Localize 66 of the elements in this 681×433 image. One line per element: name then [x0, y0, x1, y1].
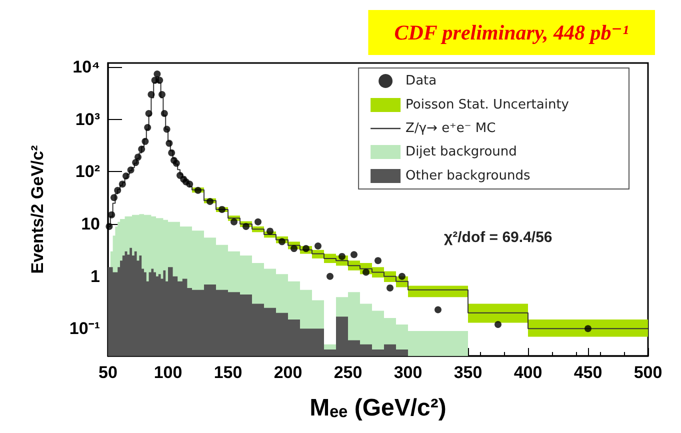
point — [166, 140, 173, 147]
y-tick-label: 10⁴ — [72, 58, 100, 77]
x-tick-label: 400 — [514, 363, 542, 382]
y-axis-title: Events/2 GeV/c² — [28, 144, 47, 274]
point — [350, 251, 358, 258]
point — [338, 252, 346, 260]
x-tick-label: 350 — [454, 363, 482, 382]
point — [163, 126, 170, 133]
point — [148, 90, 155, 98]
point — [108, 211, 116, 218]
point — [278, 238, 286, 246]
legend-label: Data — [406, 74, 437, 88]
point — [142, 138, 149, 145]
point — [584, 325, 592, 332]
point — [242, 222, 250, 230]
point — [494, 321, 502, 328]
y-tick-label: 10⁻¹ — [69, 319, 100, 338]
point — [114, 186, 122, 194]
point — [314, 242, 322, 250]
point — [434, 306, 442, 314]
legend-label: Other backgrounds — [406, 168, 530, 184]
point — [134, 154, 142, 161]
point — [158, 90, 166, 98]
annotation: Poisson Stat. Uncertainty — [406, 98, 570, 112]
y-tick-label: 10 — [81, 214, 100, 234]
point — [160, 110, 168, 117]
point — [206, 198, 214, 205]
point — [106, 222, 113, 230]
point — [254, 218, 262, 226]
point — [386, 284, 394, 292]
y-tick-label: 10³ — [75, 110, 100, 129]
x-tick-label: 50 — [98, 363, 118, 382]
chart-title: CDF preliminary, 448 pb⁻¹ — [394, 20, 629, 44]
x-axis-title: Mₑₑ (GeV/c²) — [310, 394, 446, 422]
point — [398, 272, 406, 280]
point — [266, 228, 274, 235]
point — [374, 257, 382, 264]
point — [145, 110, 152, 117]
x-tick-label: 150 — [214, 363, 242, 382]
point — [218, 206, 226, 213]
point — [186, 180, 194, 188]
point — [110, 194, 118, 202]
x-tick-label: 450 — [574, 363, 602, 382]
point — [127, 166, 134, 174]
x-tick-label: 300 — [394, 363, 422, 382]
point — [122, 172, 130, 180]
x-tick-label: 100 — [154, 363, 182, 382]
point — [138, 146, 146, 153]
legend-label: Z/γ→ e⁺e⁻ MC — [406, 121, 496, 136]
point — [326, 272, 334, 280]
annotation: χ²/dof = 69.4/56 — [444, 229, 552, 246]
point — [132, 159, 140, 166]
x-tick-label: 200 — [274, 363, 302, 382]
point — [118, 180, 126, 188]
point — [230, 218, 238, 226]
point — [194, 186, 202, 194]
point — [172, 160, 180, 167]
point — [168, 149, 176, 156]
legend-label: Dijet background — [406, 144, 517, 160]
y-tick-label: 10² — [75, 162, 100, 182]
x-tick-label: 500 — [634, 363, 662, 382]
point — [144, 124, 152, 132]
y-tick-label: 1 — [90, 266, 100, 286]
x-tick-label: 250 — [334, 363, 362, 382]
point — [154, 70, 161, 78]
point — [156, 76, 164, 84]
